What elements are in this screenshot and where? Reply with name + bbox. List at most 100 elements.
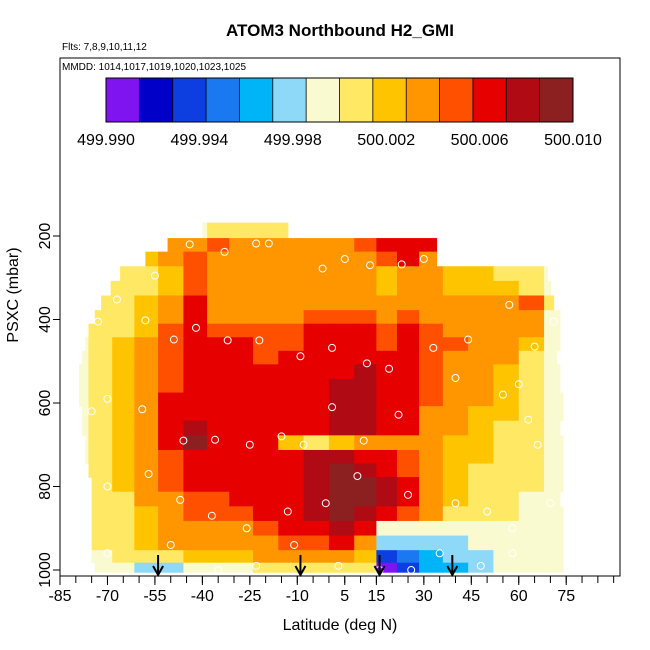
heatmap-cell [419,392,444,407]
heatmap-cell [468,463,495,478]
heatmap-cell [120,266,135,282]
heatmap-cell [134,562,159,573]
sample-point [192,323,201,332]
heatmap-cell [396,251,420,267]
heatmap-cell [252,420,279,436]
heatmap-cell [544,491,561,507]
heatmap-cell [91,506,113,522]
heatmap-cell [419,463,444,478]
heatmap-cell [303,280,330,297]
heatmap-cell [112,406,135,422]
heatmap-cell [442,463,469,478]
heatmap-cell [396,435,420,451]
heatmap-cell [328,535,355,551]
heatmap-cell [518,310,545,325]
heatmap-cell [158,266,184,282]
heatmap-cell [354,266,377,282]
heatmap-cell [229,435,254,451]
sample-point [103,482,112,491]
heatmap-cell [419,323,444,338]
heatmap-cell [396,506,420,522]
sample-point [109,269,118,278]
heatmap-cell [207,562,230,573]
heatmap-cell [112,477,135,493]
heatmap-cell [158,310,184,325]
sample-point [321,499,330,508]
heatmap-cell [493,266,520,282]
heatmap-cell [252,562,279,573]
heatmap-cell [252,222,279,239]
heatmap-cell [85,449,90,465]
heatmap-cell [252,406,279,422]
heatmap-cell [493,310,520,325]
heatmap-cell [303,295,330,311]
heatmap-cell [207,535,230,551]
sample-point [150,271,159,280]
heatmap-cell [442,378,469,394]
heatmap-cell [544,378,561,394]
heatmap-cell [303,420,330,436]
heatmap-cell [442,406,469,422]
heatmap-cell [303,491,330,507]
heatmap-cell [183,550,208,564]
heatmap-cell [229,420,254,436]
sample-point [359,436,368,445]
colorbar-swatch [306,78,340,122]
sample-point [185,240,194,249]
heatmap-cell [229,251,254,267]
colorbar-swatch [206,78,240,122]
heatmap-cell [518,323,545,338]
heatmap-cell [518,491,545,507]
heatmap-cell [518,506,545,522]
heatmap-cell [468,280,495,297]
heatmap-cell [112,491,135,507]
colorbar-swatch [472,78,507,122]
heatmap-cell [376,392,398,407]
heatmap-cell [112,535,135,551]
heatmap-cell [158,406,184,422]
heatmap-cell [134,535,159,551]
heatmap-cell [442,420,469,436]
heatmap-cell [158,506,184,522]
sample-point [334,561,343,570]
heatmap-cell [229,310,254,325]
heatmap-cell [303,238,330,253]
heatmap-cell [376,251,398,267]
heatmap-cell [112,506,135,522]
x-tick-label: 60 [510,588,528,605]
heatmap-cell [376,266,398,282]
y-tick-label: 600 [37,390,54,417]
heatmap-cell [183,295,208,311]
flight-arrow-head [373,565,386,578]
heatmap-cell [468,420,495,436]
heatmap-cell [112,295,135,311]
heatmap-cell [229,295,254,311]
colorbar-swatch [172,78,207,122]
heatmap-cell [354,280,377,297]
heatmap-cell [354,238,377,253]
sample-point [328,343,337,352]
sample-point [404,490,413,499]
heatmap-cell [278,463,305,478]
heatmap-cell [207,378,230,394]
heatmap-cell [303,463,330,478]
colorbar-tick-label: 500.002 [357,132,415,149]
heatmap-cell [252,392,279,407]
heatmap-cell [278,562,305,573]
y-tick-label: 400 [37,306,54,333]
heatmap-cell [112,520,135,537]
heatmap-cell [134,406,159,422]
heatmap-cell [493,463,520,478]
heatmap-cell [354,337,377,352]
heatmap-cell [493,435,520,451]
heatmap-cell [354,350,377,365]
heatmap-cell [328,420,355,436]
heatmap-cell [376,295,398,311]
heatmap-cell [202,222,208,239]
sample-point [299,440,308,449]
heatmap-cell [544,406,564,422]
heatmap-cell [468,520,495,537]
heatmap-cell [88,337,113,352]
heatmap-cell [354,310,377,325]
sample-point [296,352,305,361]
